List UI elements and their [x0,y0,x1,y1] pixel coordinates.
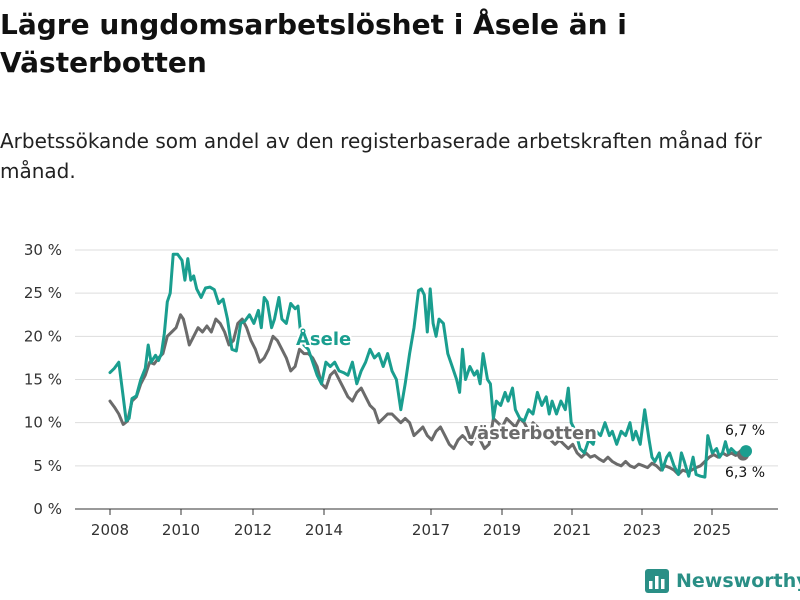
y-tick-label: 5 % [33,457,62,475]
series-line-vasterbotten [108,313,745,476]
series-label-asele: Åsele [296,327,351,350]
x-tick-label: 2023 [623,521,661,539]
x-tick-label: 2008 [91,521,129,539]
series-label-vasterbotten: Västerbotten [464,423,597,444]
x-tick-label: 2021 [553,521,591,539]
y-tick-label: 0 % [33,500,62,518]
y-tick-label: 10 % [24,414,62,432]
y-tick-label: 25 % [24,284,62,302]
bar-chart-logo-icon [645,569,669,593]
series-line-asele [108,252,748,479]
y-tick-label: 15 % [24,371,62,389]
end-value-label-asele: 6,7 % [725,423,765,439]
chart-title: Lägre ungdomsarbetslöshet i Åsele än i V… [0,8,627,79]
end-marker-asele [740,445,752,458]
brand-name: Newsworthy [676,570,800,592]
series-layer [108,252,752,479]
series-label-halo: Åsele [296,327,351,350]
x-tick-label: 2010 [162,521,200,539]
end-value-label-vasterbotten: 6,3 % [725,465,765,481]
y-tick-label: 20 % [24,327,62,345]
y-tick-label: 30 % [24,241,62,259]
chart-subtitle: Arbetssökande som andel av den registerb… [0,129,762,183]
x-tick-label: 2014 [305,521,343,539]
x-tick-label: 2012 [234,521,272,539]
axis-layer: 0 % 5 % 10 % 15 % 20 % 25 % 30 % 2008 2010 2012 20… [24,241,778,539]
series-label-halo: Västerbotten [464,423,597,444]
x-tick-label: 2017 [412,521,450,539]
brand: Newsworthy [644,568,800,594]
x-tick-label: 2019 [483,521,521,539]
x-tick-label: 2025 [693,521,731,539]
